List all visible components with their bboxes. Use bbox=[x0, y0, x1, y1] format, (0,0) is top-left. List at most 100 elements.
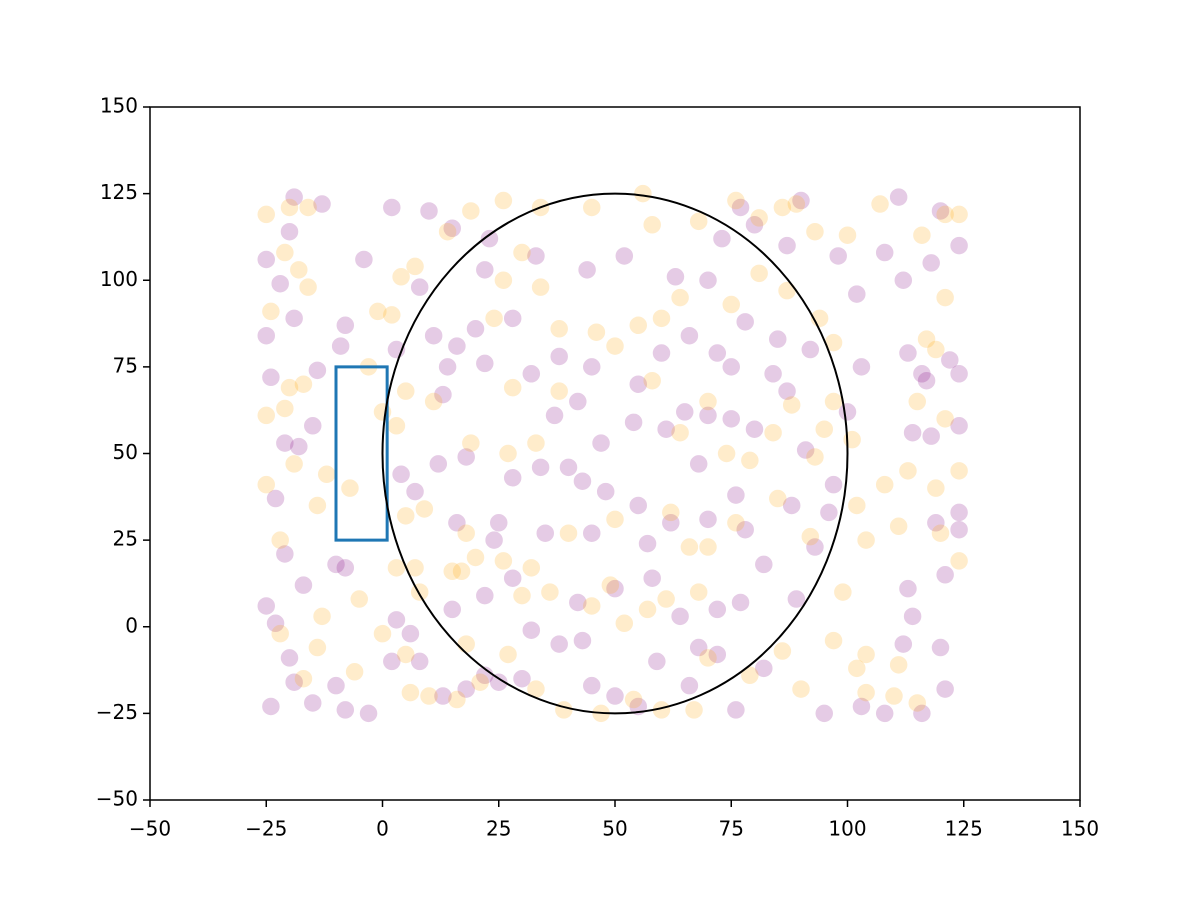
x-tick-label: −50 bbox=[129, 817, 171, 841]
scatter-point bbox=[671, 607, 689, 626]
scatter-point bbox=[820, 503, 838, 522]
scatter-point bbox=[387, 417, 406, 435]
scatter-point bbox=[648, 652, 666, 671]
scatter-point bbox=[294, 375, 313, 393]
scatter-point bbox=[936, 288, 954, 307]
scatter-point bbox=[806, 448, 824, 466]
scatter-point bbox=[708, 344, 727, 362]
scatter-point bbox=[257, 597, 275, 615]
scatter-point bbox=[503, 569, 522, 587]
scatter-point bbox=[420, 202, 438, 220]
scatter-point bbox=[950, 236, 968, 255]
scatter-point bbox=[722, 410, 740, 428]
scatter-point bbox=[527, 434, 545, 452]
scatter-point bbox=[638, 600, 657, 619]
scatter-point bbox=[857, 645, 875, 664]
scatter-point bbox=[857, 531, 875, 549]
scatter-point bbox=[545, 406, 564, 425]
scatter-point bbox=[257, 406, 275, 425]
scatter-point bbox=[494, 271, 513, 289]
scatter-point bbox=[657, 590, 675, 608]
scatter-point bbox=[280, 198, 299, 217]
scatter-point bbox=[899, 579, 917, 598]
scatter-point bbox=[731, 198, 750, 217]
scatter-point bbox=[527, 247, 545, 265]
scatter-point bbox=[448, 690, 466, 709]
scatter-point bbox=[262, 697, 280, 716]
scatter-point bbox=[936, 205, 954, 224]
scatter-point bbox=[848, 285, 866, 303]
scatter-point bbox=[466, 320, 485, 338]
scatter-point bbox=[550, 347, 568, 366]
scatter-point bbox=[806, 222, 824, 241]
scatter-point bbox=[271, 531, 289, 549]
scatter-point bbox=[285, 188, 303, 206]
scatter-point bbox=[490, 514, 508, 532]
scatter-point bbox=[438, 222, 457, 241]
scatter-point bbox=[336, 559, 355, 577]
x-tick-label: 125 bbox=[945, 817, 983, 841]
scatter-point bbox=[257, 475, 275, 494]
scatter-point bbox=[308, 361, 327, 380]
scatter-point bbox=[462, 202, 480, 220]
scatter-point bbox=[936, 680, 954, 698]
scatter-point bbox=[429, 455, 448, 473]
scatter-point bbox=[355, 250, 373, 269]
scatter-point bbox=[722, 358, 740, 376]
scatter-point bbox=[722, 295, 740, 314]
scatter-point bbox=[769, 489, 787, 508]
scatter-point bbox=[824, 475, 843, 494]
scatter-point bbox=[392, 268, 410, 286]
scatter-point bbox=[397, 507, 415, 525]
scatter-point bbox=[727, 191, 745, 210]
scatter-point bbox=[476, 354, 494, 373]
scatter-point bbox=[741, 666, 759, 685]
scatter-point bbox=[857, 683, 875, 702]
scatter-point bbox=[285, 673, 303, 691]
x-tick-label: 0 bbox=[376, 817, 389, 841]
scatter-point bbox=[717, 444, 736, 463]
scatter-point bbox=[383, 198, 401, 217]
scatter-point bbox=[522, 559, 541, 577]
scatter-point bbox=[643, 371, 661, 390]
scatter-point bbox=[373, 624, 392, 643]
scatter-point bbox=[657, 420, 675, 438]
scatter-point bbox=[927, 479, 945, 497]
scatter-point bbox=[438, 358, 457, 376]
scatter-point bbox=[494, 191, 513, 210]
scatter-point bbox=[787, 590, 806, 608]
scatter-point bbox=[513, 669, 531, 688]
scatter-point bbox=[606, 337, 624, 355]
scatter-point bbox=[327, 676, 345, 695]
ellipse-patch bbox=[381, 192, 849, 715]
scatter-point bbox=[834, 583, 852, 601]
scatter-point bbox=[689, 638, 708, 657]
scatter-point bbox=[583, 676, 601, 695]
scatter-point bbox=[550, 320, 568, 338]
scatter-point bbox=[801, 340, 820, 359]
scatter-point bbox=[680, 676, 699, 695]
scatter-point bbox=[894, 635, 913, 653]
scatter-point bbox=[699, 271, 717, 289]
scatter-point bbox=[824, 392, 843, 411]
scatter-point bbox=[536, 524, 554, 542]
scatter-point bbox=[685, 701, 703, 719]
scatter-point bbox=[671, 423, 689, 442]
scatter-point bbox=[899, 462, 917, 480]
scatter-point bbox=[317, 465, 336, 484]
scatter-point bbox=[792, 680, 810, 698]
scatter-point bbox=[894, 271, 913, 289]
scatter-point bbox=[280, 222, 299, 241]
scatter-point bbox=[927, 514, 945, 532]
scatter-point bbox=[634, 184, 652, 203]
scatter-point bbox=[369, 302, 387, 321]
scatter-point bbox=[457, 680, 475, 698]
scatter-point bbox=[778, 382, 796, 400]
x-tick-label: 75 bbox=[719, 817, 744, 841]
scatter-point bbox=[271, 624, 289, 643]
scatter-point bbox=[485, 309, 503, 328]
scatter-point bbox=[443, 562, 461, 581]
scatter-point bbox=[569, 392, 587, 411]
scatter-point bbox=[755, 555, 773, 574]
y-tick-label: 125 bbox=[100, 180, 138, 204]
